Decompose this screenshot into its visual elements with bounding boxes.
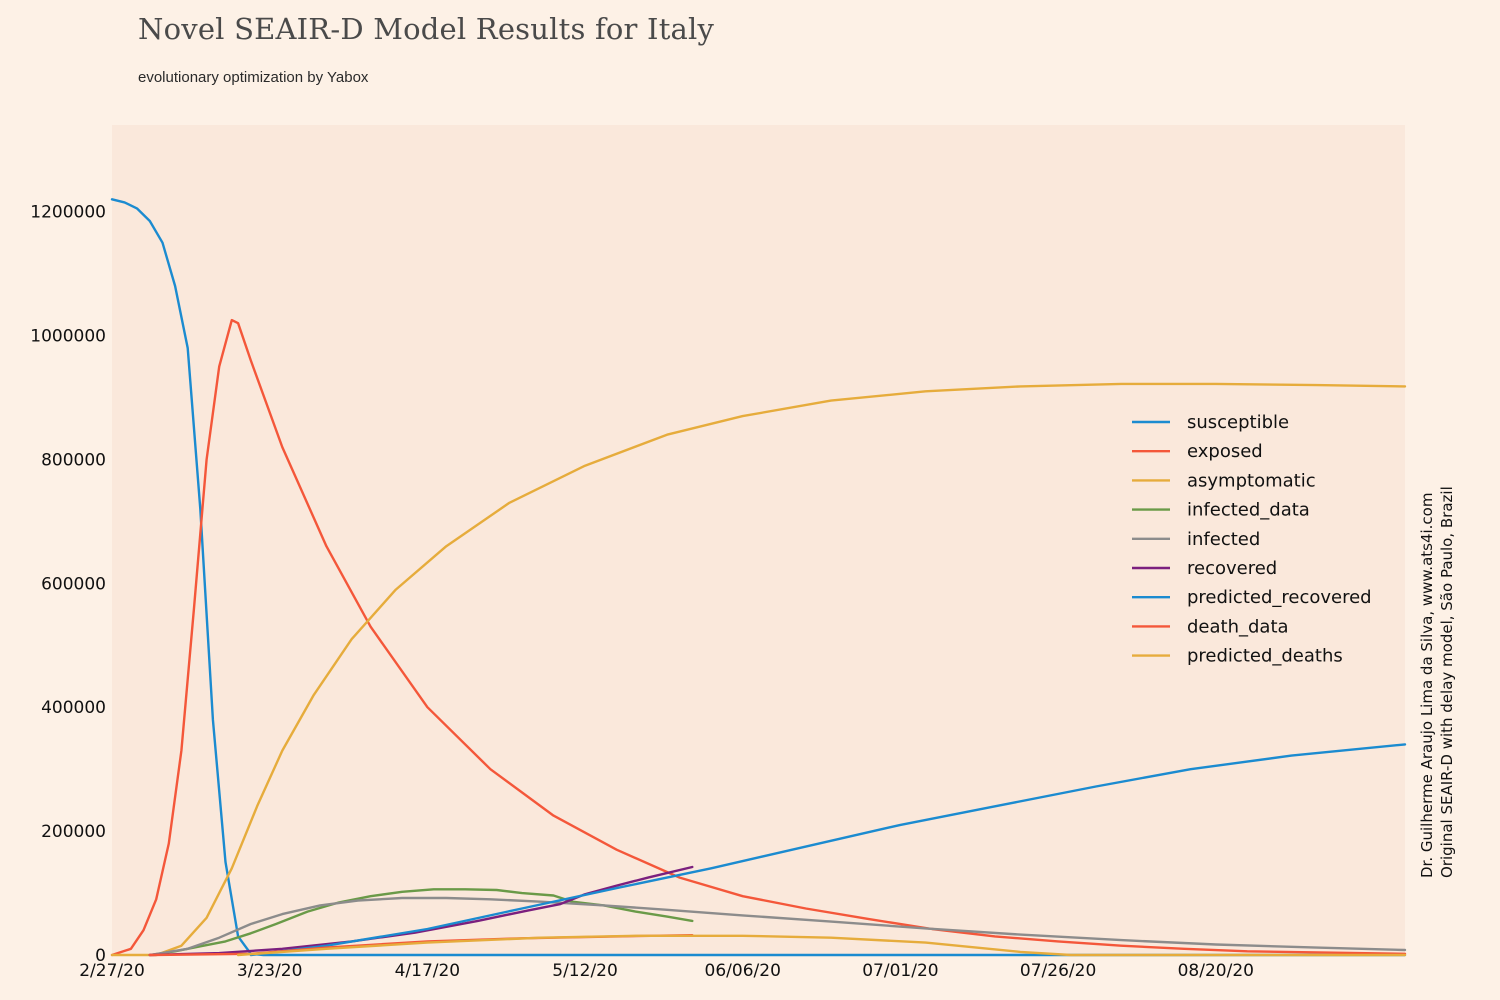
legend-label-asymptomatic: asymptomatic: [1187, 470, 1316, 491]
x-tick-label: 5/12/20: [552, 961, 618, 981]
series-line-recovered: [148, 865, 694, 957]
series-line-asymptomatic: [110, 382, 1407, 957]
y-tick-label: 800000: [41, 450, 106, 470]
credit-line-1: Dr. Guilherme Araujo Lima da Silva, www.…: [1418, 492, 1436, 878]
y-tick-label: 600000: [41, 574, 106, 594]
x-tick-label: 06/06/20: [705, 961, 781, 981]
x-tick-label: 4/17/20: [395, 961, 461, 981]
x-tick-label: 07/01/20: [862, 961, 938, 981]
series-line-exposed: [110, 318, 1407, 957]
y-tick-label: 1200000: [30, 203, 106, 223]
legend-label-predicted-recovered: predicted_recovered: [1187, 587, 1372, 608]
credit-line-2: Original SEAIR-D with delay model, São P…: [1438, 486, 1456, 878]
legend-label-infected-data: infected_data: [1187, 500, 1310, 521]
legend-label-infected: infected: [1187, 529, 1260, 550]
chart-subtitle: evolutionary optimization by Yabox: [138, 69, 369, 86]
series-line-predicted-deaths: [236, 934, 1407, 957]
y-tick-label: 1000000: [30, 327, 106, 347]
legend-label-predicted-deaths: predicted_deaths: [1187, 646, 1343, 667]
legend-label-susceptible: susceptible: [1187, 412, 1289, 433]
x-tick-label: 2/27/20: [79, 961, 145, 981]
legend-label-death-data: death_data: [1187, 616, 1289, 637]
y-tick-label: 0: [95, 946, 106, 966]
x-tick-label: 07/26/20: [1020, 961, 1096, 981]
legend-label-exposed: exposed: [1187, 441, 1263, 462]
x-tick-label: 08/20/20: [1178, 961, 1254, 981]
x-tick-label: 3/23/20: [237, 961, 303, 981]
legend-label-recovered: recovered: [1187, 558, 1277, 579]
y-tick-label: 200000: [41, 822, 106, 842]
plot-area: [112, 125, 1405, 955]
axis-layer: 0 200000 400000 600000 800000 1000000 1200000 2…: [30, 203, 1254, 981]
credit: Dr. Guilherme Araujo Lima da Silva, www.…: [1418, 440, 1498, 880]
chart-title: Novel SEAIR-D Model Results for Italy: [138, 12, 715, 46]
legend: susceptible exposed asymptomatic infected_d…: [1132, 412, 1372, 667]
series-line-infected: [148, 896, 1407, 957]
y-tick-label: 400000: [41, 698, 106, 718]
series-layer: [110, 198, 1407, 957]
series-line-predicted-recovered: [249, 743, 1407, 957]
